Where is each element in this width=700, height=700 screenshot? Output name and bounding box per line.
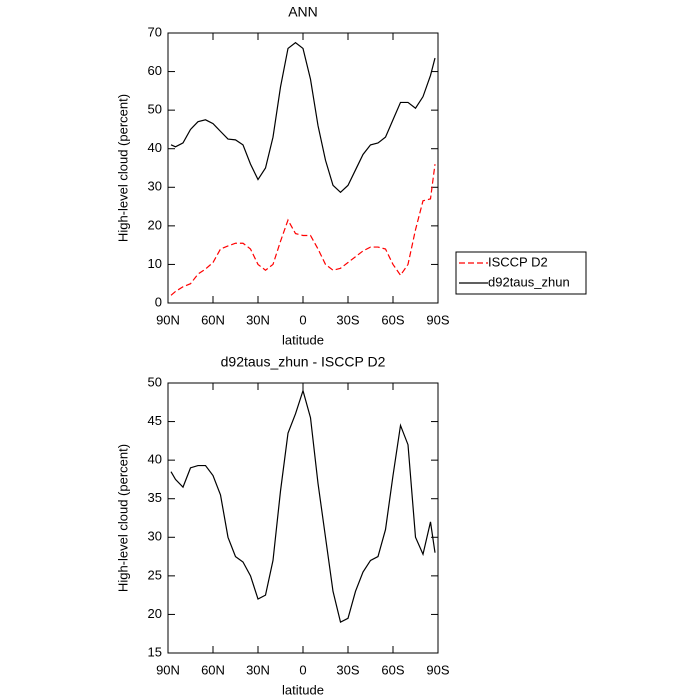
line-series [170,164,436,296]
y-tick-label: 40 [148,140,162,155]
y-tick-label: 30 [148,529,162,544]
chart-title: d92taus_zhun - ISCCP D2 [221,354,386,370]
x-tick-label: 30S [336,312,359,327]
x-tick-label: 60S [381,662,404,677]
legend-box [455,251,587,295]
x-tick-label: 0 [299,662,306,677]
x-tick-label: 90S [426,662,449,677]
x-tick-label: 60N [201,662,225,677]
y-tick-label: 20 [148,217,162,232]
x-tick-label: 30N [246,662,270,677]
x-axis-label: latitude [282,332,324,347]
y-tick-label: 40 [148,452,162,467]
x-tick-label: 30N [246,312,270,327]
x-axis-label: latitude [282,682,324,697]
y-tick-label: 50 [148,102,162,117]
y-axis-label: High-level cloud (percent) [115,94,130,242]
line-series [170,41,436,194]
y-tick-label: 25 [148,567,162,582]
x-tick-label: 0 [299,312,306,327]
x-tick-label: 60S [381,312,404,327]
legend-label: d92taus_zhun [488,274,570,289]
y-tick-label: 10 [148,256,162,271]
y-tick-label: 0 [155,294,162,309]
y-tick-label: 60 [148,63,162,78]
x-tick-label: 60N [201,312,225,327]
x-tick-label: 30S [336,662,359,677]
y-tick-label: 20 [148,606,162,621]
plot-frame [167,382,439,654]
y-axis-label: High-level cloud (percent) [115,444,130,592]
plot-frame [167,32,439,304]
y-tick-label: 45 [148,413,162,428]
legend-label: ISCCP D2 [488,254,548,269]
x-tick-label: 90N [156,662,180,677]
x-tick-label: 90S [426,312,449,327]
y-tick-label: 70 [148,24,162,39]
y-tick-label: 35 [148,490,162,505]
x-tick-label: 90N [156,312,180,327]
y-tick-label: 50 [148,374,162,389]
chart-title: ANN [288,4,318,20]
line-series [170,388,436,624]
y-tick-label: 30 [148,179,162,194]
y-tick-label: 15 [148,644,162,659]
